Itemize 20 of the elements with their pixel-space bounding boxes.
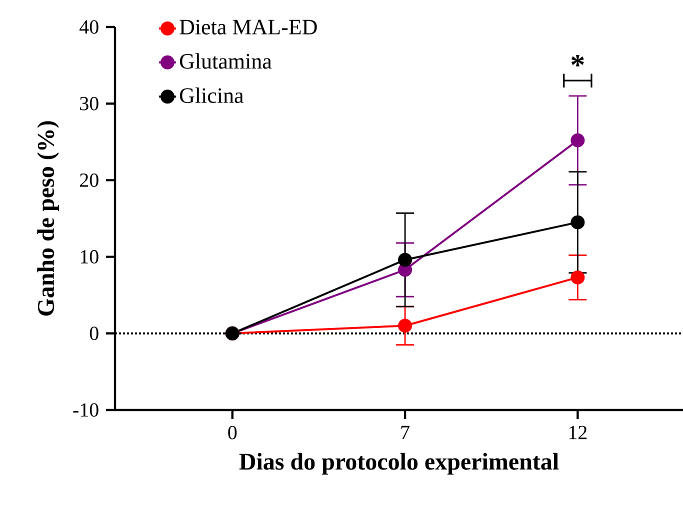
y-tick-label: 0 bbox=[90, 326, 98, 340]
point bbox=[570, 133, 585, 148]
x-tick-label: 7 bbox=[401, 426, 410, 439]
y-tick-label: 20 bbox=[80, 173, 98, 187]
x-tick-label: 12 bbox=[569, 426, 587, 440]
legend-label: Glicina bbox=[180, 88, 244, 104]
x-tick-label: 0 bbox=[228, 426, 237, 440]
point bbox=[398, 252, 412, 267]
y-axis-title: Ganho de peso (%) bbox=[37, 121, 59, 316]
annotation: * bbox=[571, 55, 584, 66]
point bbox=[570, 270, 585, 284]
legend-label: Glutamina bbox=[180, 53, 272, 69]
point bbox=[398, 318, 412, 333]
y-tick-label: -10 bbox=[73, 403, 98, 417]
y-tick-label: 30 bbox=[80, 96, 98, 110]
point bbox=[570, 215, 585, 230]
y-tick-label: 40 bbox=[80, 20, 98, 34]
x-axis-title: Dias do protocolo experimental bbox=[239, 452, 559, 475]
legend-label: Dieta MAL-ED bbox=[180, 20, 317, 34]
y-tick-label: 10 bbox=[80, 250, 98, 264]
